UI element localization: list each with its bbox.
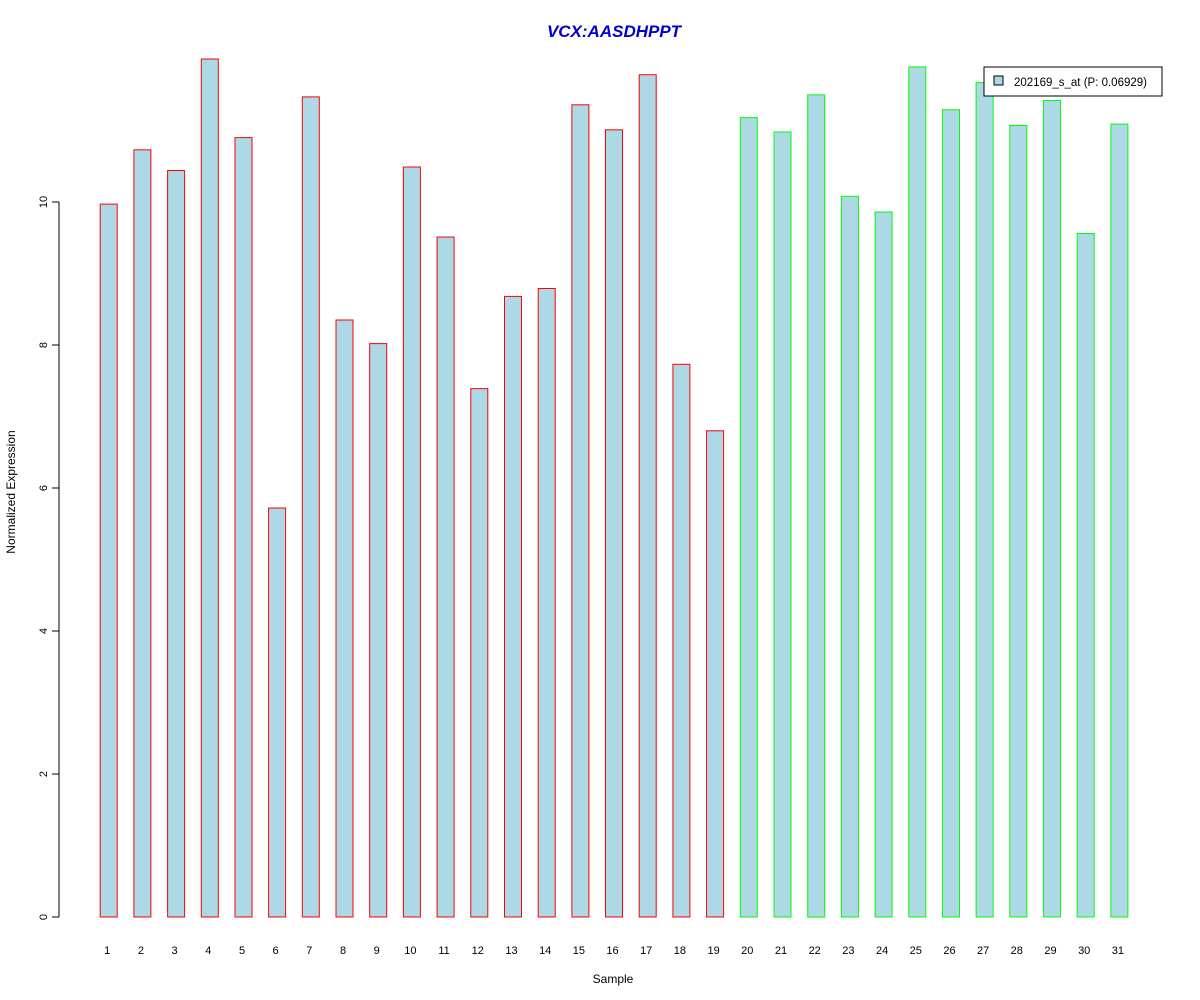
y-tick-label: 2 (38, 771, 50, 777)
x-tick-label-7: 7 (306, 945, 312, 957)
x-tick-label-27: 27 (977, 945, 989, 957)
bar-sample-17 (638, 74, 657, 918)
y-tick-label: 6 (38, 485, 50, 491)
x-tick-label-18: 18 (674, 945, 686, 957)
x-tick-label-24: 24 (876, 945, 888, 957)
x-tick-label-21: 21 (775, 945, 787, 957)
bar-sample-1 (99, 203, 118, 918)
x-tick-label-6: 6 (273, 945, 279, 957)
bar-sample-26 (942, 109, 960, 918)
x-tick-label-10: 10 (404, 945, 416, 957)
bar-sample-15 (571, 104, 590, 918)
x-tick-label-15: 15 (573, 945, 585, 957)
bar-sample-3 (167, 170, 186, 918)
bar-sample-25 (908, 66, 927, 918)
legend-box (983, 66, 1163, 97)
x-tick-label-17: 17 (640, 945, 652, 957)
x-tick-label-29: 29 (1044, 945, 1056, 957)
bars (99, 58, 1129, 918)
bar-sample-28 (1009, 125, 1028, 918)
y-axis: 0 2 4 6 8 10 (38, 196, 60, 920)
x-tick-label-20: 20 (741, 945, 753, 957)
x-tick-label-5: 5 (239, 945, 245, 957)
x-tick-label-8: 8 (340, 945, 346, 957)
bar-sample-11 (436, 236, 455, 918)
x-tick-label-30: 30 (1078, 945, 1090, 957)
y-tick-label: 0 (38, 914, 50, 920)
legend: 202169_s_at (P: 0.06929) (983, 66, 1163, 97)
bar-sample-20 (739, 117, 758, 918)
bar-sample-4 (200, 58, 219, 918)
bar-sample-31 (1110, 123, 1129, 918)
bar-sample-6 (268, 507, 287, 918)
x-tick-label-26: 26 (943, 945, 955, 957)
bar-sample-27 (975, 82, 994, 918)
bar-sample-16 (605, 129, 623, 918)
bar-sample-7 (301, 96, 320, 918)
bar-sample-9 (369, 343, 388, 918)
x-tick-label-9: 9 (374, 945, 380, 957)
y-axis-label: Normalized Expression (4, 430, 18, 553)
y-tick-label: 8 (38, 342, 50, 348)
bar-sample-12 (470, 388, 489, 918)
x-tick-label-19: 19 (707, 945, 719, 957)
bar-sample-10 (402, 166, 421, 918)
bar-sample-19 (706, 430, 725, 918)
x-tick-label-2: 2 (138, 945, 144, 957)
x-tick-label-31: 31 (1112, 945, 1124, 957)
chart-title: VCX:AASDHPPT (547, 22, 683, 41)
x-tick-label-23: 23 (842, 945, 854, 957)
x-tick-label-3: 3 (172, 945, 178, 957)
bar-sample-24 (874, 211, 893, 918)
x-tick-label-12: 12 (472, 945, 484, 957)
bar-sample-29 (1043, 100, 1061, 918)
y-tick-label: 10 (38, 196, 50, 208)
x-tick-label-28: 28 (1011, 945, 1023, 957)
y-tick-label: 4 (38, 628, 50, 634)
x-tick-label-16: 16 (606, 945, 618, 957)
bar-sample-8 (335, 319, 354, 918)
bar-sample-13 (504, 295, 522, 918)
legend-swatch (993, 75, 1004, 86)
bar-sample-14 (537, 288, 556, 918)
x-axis-label: Sample (593, 972, 634, 986)
bar-sample-30 (1076, 233, 1095, 918)
x-tick-labels: 1 2 3 4 5 6 7 8 9 10 11 12 13 14 15 16 17 18 19 20 21 22 23 24 2… (104, 945, 1124, 957)
x-tick-label-22: 22 (809, 945, 821, 957)
bar-sample-23 (840, 195, 859, 918)
bar-sample-18 (672, 363, 691, 918)
bar-sample-21 (773, 131, 792, 918)
bar-sample-22 (807, 94, 826, 918)
bar-sample-2 (133, 149, 152, 918)
x-tick-label-25: 25 (910, 945, 922, 957)
x-tick-label-1: 1 (104, 945, 110, 957)
legend-entry: 202169_s_at (P: 0.06929) (1014, 77, 1147, 89)
x-tick-label-11: 11 (438, 945, 449, 957)
x-tick-label-14: 14 (539, 945, 551, 957)
x-tick-label-13: 13 (505, 945, 517, 957)
bar-sample-5 (234, 137, 253, 918)
x-tick-label-4: 4 (205, 945, 211, 957)
